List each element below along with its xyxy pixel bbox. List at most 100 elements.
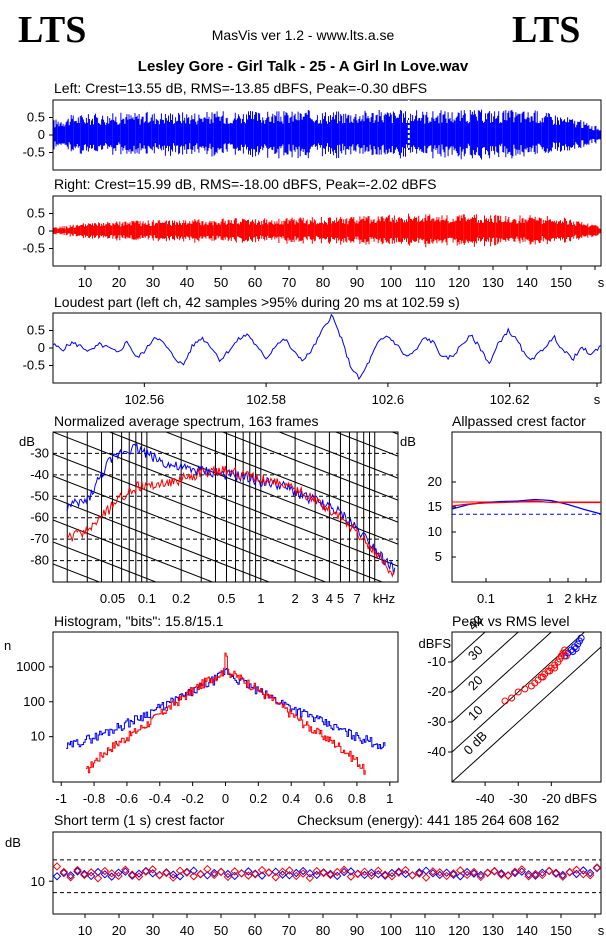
short-crest-point-right [462,870,472,880]
short-crest-point-left [558,870,568,880]
short-crest-point-right [141,867,151,876]
short-crest-point-right [264,868,274,877]
peak-rms-xtick-label: -40 [476,791,495,806]
short-crest-ylabel: dB [5,835,21,850]
short-crest-point-right [210,870,219,880]
spectrum-ytick-label: -80 [30,553,49,568]
peak-rms-point-right [514,688,522,696]
short-crest-point-left [264,868,274,877]
spectrum-xtick-label: kHz [373,591,395,606]
short-crest-point-right [435,868,444,877]
short-crest-point-right [189,872,198,881]
allpassed-xtick-label: 0.1 [477,591,495,606]
histogram-xtick-label: -0.8 [83,791,105,806]
short-crest-point-left [421,866,431,875]
short-crest-point-left [442,868,451,877]
left-wave-series [53,109,601,160]
short-crest-point-left [66,871,75,880]
short-crest-point-left [415,868,424,877]
time-axis-tick-label: s [598,275,605,290]
short-crest-point-left [155,870,164,880]
allpassed-ytick-label: 20 [428,474,442,489]
peak-rms-point-right [551,664,559,672]
spectrum-xtick-label: 7 [353,591,360,606]
short-crest-point-right [175,866,185,875]
left-wave-ytick-label: 0.5 [27,110,45,125]
short-crest-point-left [510,868,520,878]
short-crest-point-right [490,866,499,876]
short-crest-point-right [127,870,137,879]
allpassed-ytick-label: 10 [428,524,442,539]
spectrum-xtick-label: 4 [326,591,333,606]
peak-rms-point-right [539,673,547,681]
right-wave-ytick-label: 0.5 [27,206,45,221]
peak-rms-diagonal-label: 0 dB [461,728,491,758]
histogram-xtick-label: 0 [222,791,229,806]
peak-rms-diagonal [452,646,601,782]
spectrum-slope [164,432,398,523]
allpassed-xtick-label: kHz [575,591,597,606]
logo-left: LTS [18,9,87,51]
short-crest-point-left [339,867,349,877]
peak-rms-diagonal-label: 20 [465,672,486,693]
histogram-xtick-label: 0.2 [249,791,267,806]
short-crest-point-right [538,870,547,880]
short-crest-xtick-label: 50 [214,923,228,938]
short-crest-point-left [394,867,403,876]
short-crest-point-left [503,871,513,880]
short-crest-point-left [544,866,554,876]
loudest-xtick-label: 102.58 [246,392,286,407]
short-crest-point-left [476,870,486,880]
short-crest-point-left [107,872,116,881]
peak-rms-frame [451,631,602,783]
spectrum-xtick-label: 0.5 [217,591,235,606]
spectrum-xtick-label: 1 [257,591,264,606]
short-crest-point-left [134,869,144,878]
right-wave-ytick-label: 0 [38,223,45,238]
short-crest-point-right [251,870,260,879]
loudest-xtick-label: 102.62 [490,392,530,407]
peak-rms-ytick-label: -10 [427,654,446,669]
peak-rms-diagonal [452,632,586,753]
histogram-ytick-label: 100 [23,694,45,709]
histogram-xtick-label: -1 [55,791,67,806]
short-crest-point-left [408,871,417,880]
spectrum-slope [53,563,101,582]
peak-rms-point-right [562,652,570,660]
histogram-ytick-label: 1000 [16,659,45,674]
short-crest-point-right [387,872,397,881]
short-crest-point-left [565,868,574,877]
short-crest-point-right [476,872,486,882]
right-wave-series [53,213,601,248]
short-crest-point-right [312,866,321,876]
checksum-label: Checksum (energy): 441 185 264 608 162 [297,812,560,828]
short-crest-point-right [86,868,96,877]
peak-rms-ylabel: dBFS [418,636,451,651]
short-crest-point-left [524,870,533,879]
time-axis-tick-label: 130 [482,275,504,290]
short-crest-title: Short term (1 s) crest factor [54,812,225,828]
peak-rms-diagonal-label: 10 [465,702,486,723]
short-crest-point-right [93,874,103,883]
spectrum-xtick-label: 0.2 [172,591,190,606]
spectrum-series-right [66,465,396,578]
short-crest-point-right [579,870,588,879]
short-crest-point-right [155,871,164,880]
spectrum-ytick-label: -70 [30,531,49,546]
short-crest-point-right [517,865,527,874]
short-crest-point-left [497,869,506,878]
spectrum-series-left [66,442,396,575]
left-wave-ytick-label: 0 [38,127,45,142]
short-crest-point-left [257,871,267,880]
spectrum-slope [53,630,398,764]
peak-rms-point-right [501,697,509,705]
short-crest-point-right [196,869,205,879]
spectrum-ytick-label: -30 [30,445,49,460]
loudest-ytick-label: 0 [38,340,45,355]
spectrum-slope [53,453,384,582]
short-crest-point-left [285,871,294,880]
spectrum-slope [53,475,327,582]
spectrum-slope [53,541,158,582]
short-crest-xtick-label: 120 [448,923,470,938]
short-crest-point-left [435,870,444,880]
